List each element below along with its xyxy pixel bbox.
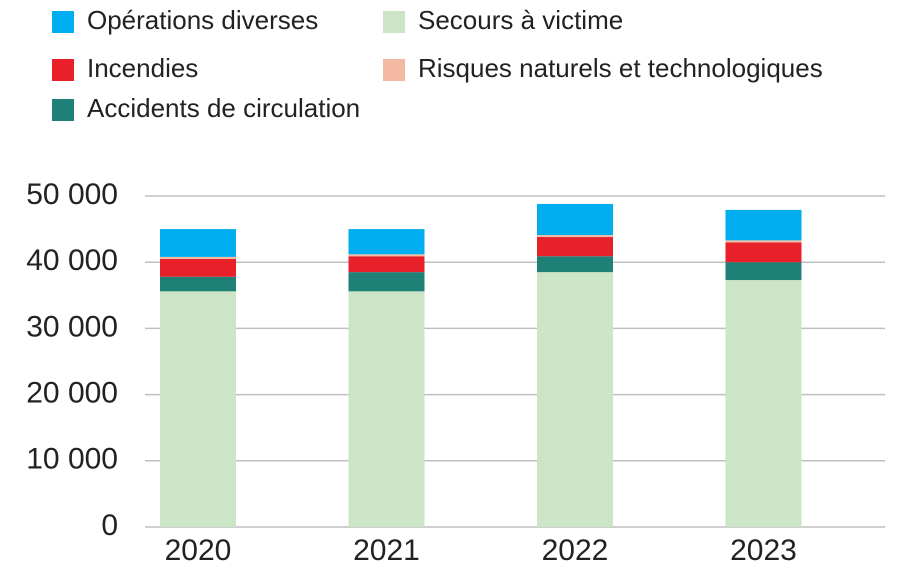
bar-segment [348, 229, 425, 255]
x-tick-label: 2022 [542, 534, 609, 567]
legend-label: Risques naturels et technologiques [418, 53, 823, 83]
bar-segment [537, 272, 613, 527]
bar-segment [160, 229, 236, 257]
bar-segment [348, 272, 425, 292]
y-tick-label: 10 000 [26, 443, 118, 476]
y-tick-label: 40 000 [26, 244, 118, 277]
x-tick-label: 2020 [165, 534, 232, 567]
bar-segment [160, 291, 236, 527]
y-tick-label: 20 000 [26, 377, 118, 410]
legend-label: Accidents de circulation [87, 93, 360, 123]
bar-segment [725, 262, 802, 281]
bar-segment [537, 235, 613, 238]
y-tick-label: 30 000 [26, 310, 118, 343]
bar-segment [537, 203, 613, 236]
legend-swatch [383, 59, 405, 81]
x-tick-label: 2021 [353, 534, 420, 567]
y-tick-label: 0 [101, 509, 118, 542]
legend-swatch [52, 11, 74, 33]
bar-segment [348, 291, 425, 527]
bar-segment [537, 256, 613, 273]
bar-segment [348, 256, 425, 273]
bar-segment [725, 280, 802, 527]
legend-swatch [52, 59, 74, 81]
legend-swatch [383, 11, 405, 33]
x-tick-label: 2023 [730, 534, 797, 567]
y-tick-label: 50 000 [26, 178, 118, 211]
legend-label: Secours à victime [418, 5, 623, 35]
bar-segment [160, 276, 236, 292]
legend-label: Incendies [87, 53, 198, 83]
bar-segment [725, 240, 802, 243]
bar-segment [537, 237, 613, 257]
bar-segment [160, 258, 236, 277]
bar-segment [725, 242, 802, 263]
bar-segment [160, 256, 236, 259]
legend-label: Opérations diverses [87, 5, 318, 35]
legend-swatch [52, 99, 74, 121]
bar-segment [725, 209, 802, 241]
bar-segment [348, 254, 425, 257]
